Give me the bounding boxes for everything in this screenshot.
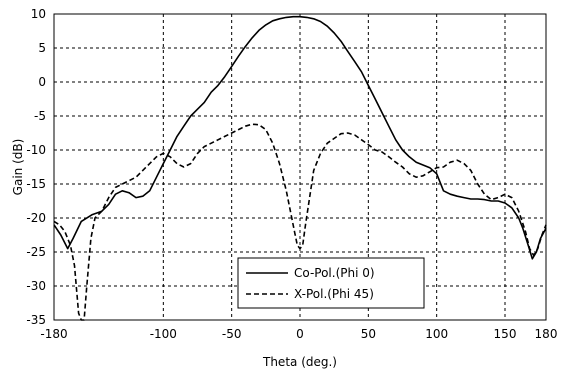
x-tick-label: 50 (361, 327, 376, 341)
y-tick-label: -10 (26, 143, 46, 157)
legend: Co-Pol.(Phi 0) X-Pol.(Phi 45) (237, 257, 425, 309)
series-layer (53, 15, 547, 321)
y-tick-label: 0 (38, 75, 46, 89)
y-tick-label: 10 (31, 7, 46, 21)
x-tick-label: -100 (150, 327, 177, 341)
x-tick-label: 180 (535, 327, 558, 341)
y-tick-label: 5 (38, 41, 46, 55)
x-tick-label: 100 (425, 327, 448, 341)
y-tick-label: -30 (26, 279, 46, 293)
series-line-1 (53, 15, 547, 260)
y-tick-labels: 10 5 0 -5 -10 -15 -20 -25 -30 -35 (26, 7, 46, 327)
y-tick-label: -15 (26, 177, 46, 191)
x-tick-label: -180 (40, 327, 67, 341)
y-axis-title: Gain (dB) (11, 139, 25, 196)
x-tick-label: 0 (296, 327, 304, 341)
x-tick-label: -50 (222, 327, 242, 341)
y-tick-label: -5 (34, 109, 46, 123)
y-tick-label: -20 (26, 211, 46, 225)
x-tick-labels: -180 -100 -50 0 50 100 150 180 (40, 327, 557, 341)
y-tick-label: -25 (26, 245, 46, 259)
series-line-2 (53, 123, 547, 321)
legend-label-2: X-Pol.(Phi 45) (294, 287, 374, 301)
x-axis-title: Theta (deg.) (262, 355, 337, 369)
x-tick-label: 150 (494, 327, 517, 341)
plot-area (53, 13, 547, 321)
legend-box (237, 257, 425, 309)
y-tick-label: -35 (26, 313, 46, 327)
legend-label-1: Co-Pol.(Phi 0) (294, 266, 375, 280)
